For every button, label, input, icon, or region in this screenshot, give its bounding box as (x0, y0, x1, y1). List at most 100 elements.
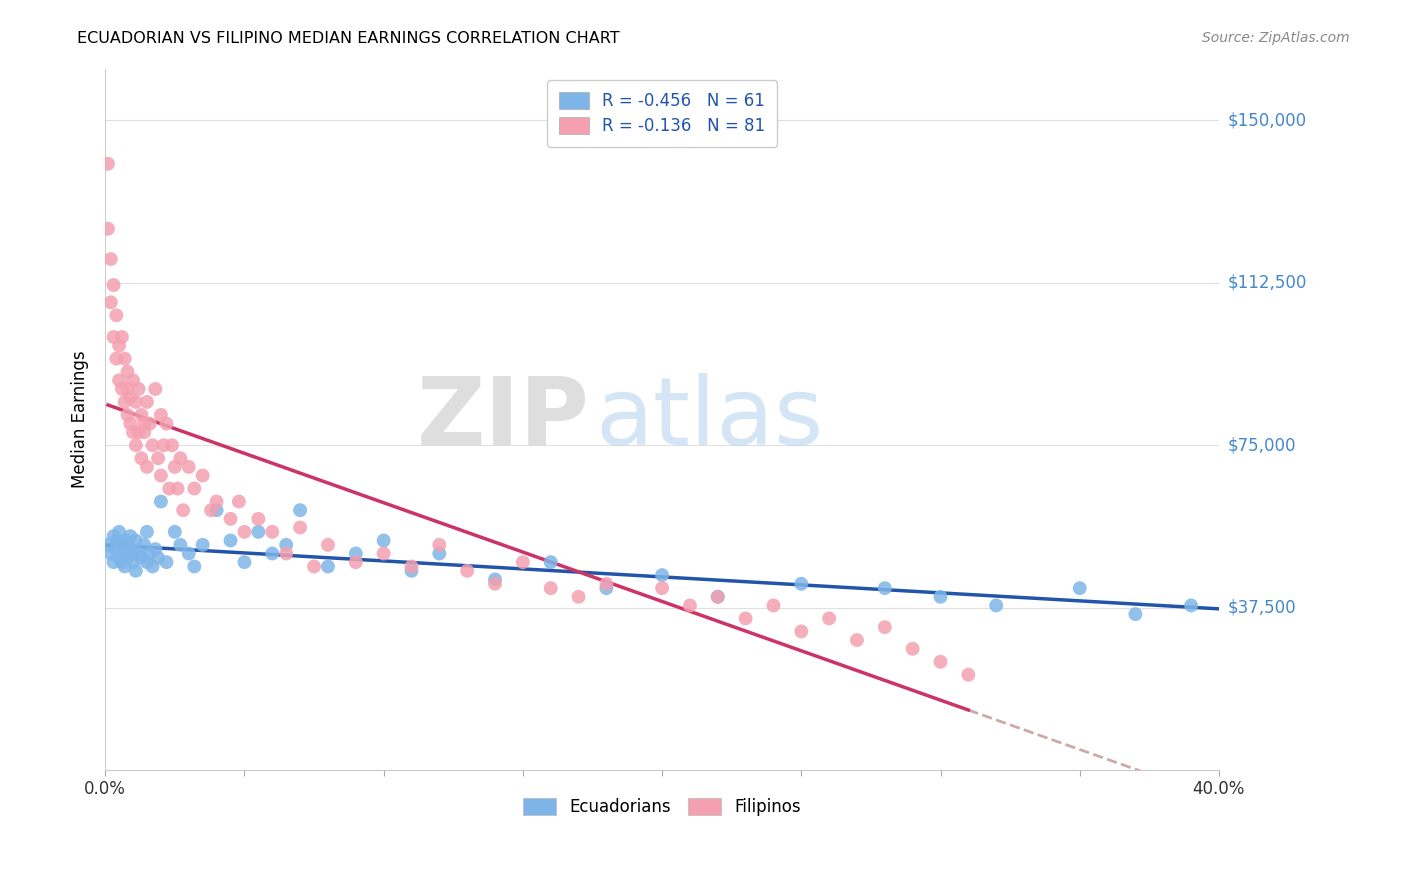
Point (117, 550, 139, 565)
Point (100, 547, 122, 561)
Point (200, 503, 222, 517)
Point (160, 438, 183, 452)
Point (120, 542, 142, 557)
Point (957, 667, 980, 681)
Point (484, 576, 506, 591)
Point (108, 524, 131, 539)
Point (401, 564, 423, 578)
Point (149, 494, 172, 508)
Point (316, 538, 339, 552)
Point (706, 590, 728, 604)
Point (191, 538, 214, 552)
Point (117, 365, 139, 379)
Point (262, 524, 284, 539)
Legend: Ecuadorians, Filipinos: Ecuadorians, Filipinos (515, 790, 810, 825)
Point (456, 564, 478, 578)
Point (247, 512, 270, 526)
Point (114, 533, 136, 548)
Point (128, 425, 150, 440)
Point (155, 555, 177, 569)
Point (136, 459, 159, 474)
Text: $75,000: $75,000 (1227, 436, 1296, 454)
Point (111, 538, 134, 552)
Point (120, 417, 142, 431)
Point (247, 524, 270, 539)
Point (316, 559, 339, 574)
Point (111, 330, 134, 344)
Point (108, 373, 131, 387)
Point (146, 451, 169, 466)
Point (105, 351, 128, 366)
Point (191, 468, 214, 483)
Point (233, 555, 256, 569)
Point (651, 581, 673, 595)
Point (540, 581, 562, 595)
Point (177, 547, 200, 561)
Point (105, 309, 128, 323)
Point (100, 295, 122, 310)
Point (155, 417, 177, 431)
Point (131, 550, 153, 565)
Point (149, 468, 172, 483)
Point (163, 459, 186, 474)
Point (679, 599, 702, 613)
Point (125, 395, 148, 409)
Point (114, 351, 136, 366)
Point (125, 533, 148, 548)
Point (873, 581, 896, 595)
Point (373, 547, 395, 561)
Point (105, 533, 128, 548)
Point (122, 425, 145, 440)
Point (512, 555, 534, 569)
Point (131, 408, 153, 422)
Point (373, 533, 395, 548)
Point (790, 624, 813, 639)
Point (846, 633, 869, 648)
Point (276, 538, 298, 552)
Point (166, 482, 188, 496)
Point (122, 547, 145, 561)
Point (595, 581, 617, 595)
Point (302, 559, 325, 574)
Point (134, 417, 156, 431)
Text: $37,500: $37,500 (1227, 599, 1296, 616)
Point (1069, 581, 1091, 595)
Point (873, 620, 896, 634)
Point (228, 494, 250, 508)
Point (114, 395, 136, 409)
Point (169, 451, 191, 466)
Point (288, 520, 311, 534)
Y-axis label: Median Earnings: Median Earnings (72, 351, 89, 488)
Point (205, 503, 228, 517)
Point (103, 278, 125, 293)
Point (262, 547, 284, 561)
Point (818, 611, 841, 625)
Point (734, 611, 756, 625)
Point (152, 438, 174, 452)
Point (276, 547, 298, 561)
Point (108, 550, 131, 565)
Point (97, 538, 120, 552)
Point (177, 459, 200, 474)
Point (484, 573, 506, 587)
Point (125, 564, 148, 578)
Point (205, 494, 228, 508)
Point (651, 568, 673, 582)
Point (762, 599, 785, 613)
Point (344, 547, 367, 561)
Text: Source: ZipAtlas.com: Source: ZipAtlas.com (1202, 31, 1350, 45)
Point (111, 555, 134, 569)
Point (233, 524, 256, 539)
Text: ZIP: ZIP (416, 373, 589, 466)
Point (172, 503, 194, 517)
Point (183, 559, 205, 574)
Point (143, 542, 166, 557)
Point (100, 252, 122, 266)
Point (288, 503, 311, 517)
Point (986, 599, 1008, 613)
Point (125, 438, 148, 452)
Point (929, 590, 952, 604)
Point (97, 157, 120, 171)
Point (136, 395, 159, 409)
Point (157, 482, 180, 496)
